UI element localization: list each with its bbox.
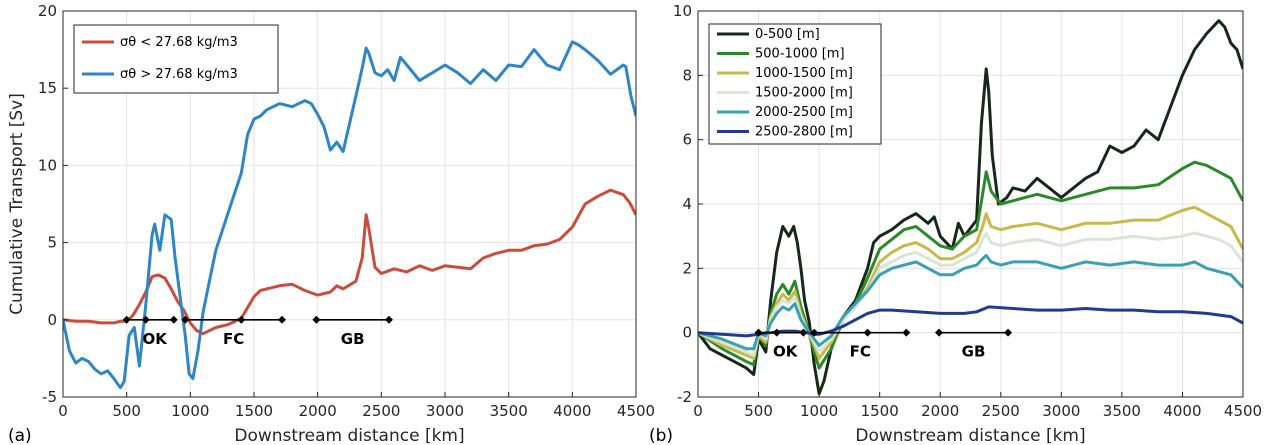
panel-b-series-line-4 [698,254,1243,351]
panel-a-legend-entry-0: σθ < 27.68 kg/m3 [120,35,238,50]
panel-b-series-line-0 [698,19,1243,396]
panel-b-y-tick-label: 8 [682,66,692,84]
panel-a-y-tick-label: 15 [38,79,57,97]
panel-a-y-axis-label: Cumulative Transport [Sv] [7,93,27,315]
panel-a-x-axis-label: Downstream distance [km] [234,426,464,445]
panel-b-x-tick-label: 2000 [921,402,959,420]
panel-b-legend-entry-1: 500-1000 [m] [755,47,845,62]
panel-b-panel-label: (b) [649,426,673,445]
panel-b-y-tick-label: 4 [682,195,692,213]
panel-a-x-tick-label: 4500 [617,402,655,420]
panel-b: 0 500 1000 1500 2000 2500 3000 3500 4000 4500-202… [649,2,1262,445]
panel-b-segment-marker [799,328,808,337]
panel-b-legend-entry-2: 1000-1500 [m] [755,66,853,81]
panel-b-legend[interactable]: 0-500 [m] 500-1000 [m] 1000-1500 [m] 1500-2… [708,23,882,145]
panel-a-y-tick-label: 0 [47,311,57,329]
panel-a-x-tick-label: 1000 [171,402,209,420]
panel-a-x-tick-label: 0 [58,402,68,420]
panel-a-segment-marker [169,315,178,324]
panel-b-y-tick-label: -2 [677,388,692,406]
panel-b-plot-area [698,19,1243,396]
panel-b-x-tick-label: 1000 [800,402,838,420]
panel-a-segment-marker [384,315,393,324]
panel-a: 0 500 1000 1500 2000 2500 3000 3500 4000 4500-505… [7,2,655,445]
panel-b-y-tick-label: 2 [682,259,692,277]
panel-a-x-tick-label: 2500 [362,402,400,420]
panel-b-segment-marker [1004,328,1013,337]
panel-b-legend-entry-5: 2500-2800 [m] [755,125,853,140]
panel-a-series-line-1 [63,40,636,390]
panel-a-segments: OK FC GB [122,315,393,348]
panel-a-legend[interactable]: σθ < 27.68 kg/m3 σθ > 27.68 kg/m3 [73,24,279,94]
panel-b-x-axis-label: Downstream distance [km] [855,426,1085,445]
panel-b-y-tick-label: 0 [682,324,692,342]
panel-a-segment-label-FC: FC [223,330,244,348]
panel-a-segment-marker [181,315,190,324]
panel-b-segment-marker [863,328,872,337]
panel-a-y-tick-label: -5 [42,388,57,406]
panel-b-x-tick-label: 3500 [1103,402,1141,420]
panel-b-y-tick-label: 10 [673,2,692,20]
panel-a-y-tick-label: 10 [38,156,57,174]
panel-b-legend-entry-3: 1500-2000 [m] [755,86,853,101]
panel-a-axes-box [62,10,637,398]
panel-b-segment-marker [902,328,911,337]
panel-b-series-line-3 [698,231,1243,357]
panel-b-segment-label-FC: FC [850,343,871,361]
panel-b-y-tick-label: 6 [682,131,692,149]
panel-b-x-tick-label: 0 [693,402,703,420]
panel-b-x-tick-label: 4500 [1224,402,1262,420]
panel-b-series-line-1 [698,160,1243,370]
panel-b-legend-box [708,23,882,145]
panel-a-ticks: 0 500 1000 1500 2000 2500 3000 3500 4000 4500-505… [38,2,655,420]
panel-b-segment-marker [772,328,781,337]
panel-a-y-tick-label: 5 [47,234,57,252]
panel-b-x-tick-label: 1500 [861,402,899,420]
panel-b-segment-marker [935,328,944,337]
panel-a-x-tick-label: 2000 [299,402,337,420]
panel-a-series-line-0 [63,188,636,336]
panel-a-segment-marker [278,315,287,324]
panel-a-legend-entry-1: σθ > 27.68 kg/m3 [120,67,238,82]
panel-b-legend-entry-4: 2000-2500 [m] [755,105,853,120]
panel-a-x-tick-label: 3000 [426,402,464,420]
panel-b-x-tick-label: 500 [744,402,773,420]
panel-a-x-tick-label: 1500 [235,402,273,420]
panel-a-x-tick-label: 3500 [490,402,528,420]
panel-a-segment-marker [312,315,321,324]
panel-b-segments: OK FC GB [754,328,1013,361]
panel-b-segment-label-GB: GB [962,343,986,361]
panel-a-segment-label-OK: OK [142,330,168,348]
panel-a-segment-marker [141,315,150,324]
panel-a-plot-area [63,40,636,390]
panel-b-ticks: 0 500 1000 1500 2000 2500 3000 3500 4000 4500-202… [673,2,1262,420]
panel-a-x-tick-label: 500 [112,402,141,420]
panel-a-segment-label-GB: GB [341,330,365,348]
panel-a-x-tick-label: 4000 [553,402,591,420]
panel-a-segment-marker [122,315,131,324]
panel-b-x-tick-label: 4000 [1163,402,1201,420]
panel-a-legend-box [73,24,279,94]
panel-a-y-tick-label: 20 [38,2,57,20]
panel-b-x-tick-label: 3000 [1042,402,1080,420]
panel-b-legend-entry-0: 0-500 [m] [755,27,820,42]
panel-b-segment-marker [810,328,819,337]
panel-b-x-tick-label: 2500 [982,402,1020,420]
panel-b-segment-label-OK: OK [773,343,799,361]
panel-a-segment-marker [237,315,246,324]
panel-a-panel-label: (a) [8,426,32,445]
panel-b-segment-marker [754,328,763,337]
panel-b-series-line-2 [698,205,1243,360]
